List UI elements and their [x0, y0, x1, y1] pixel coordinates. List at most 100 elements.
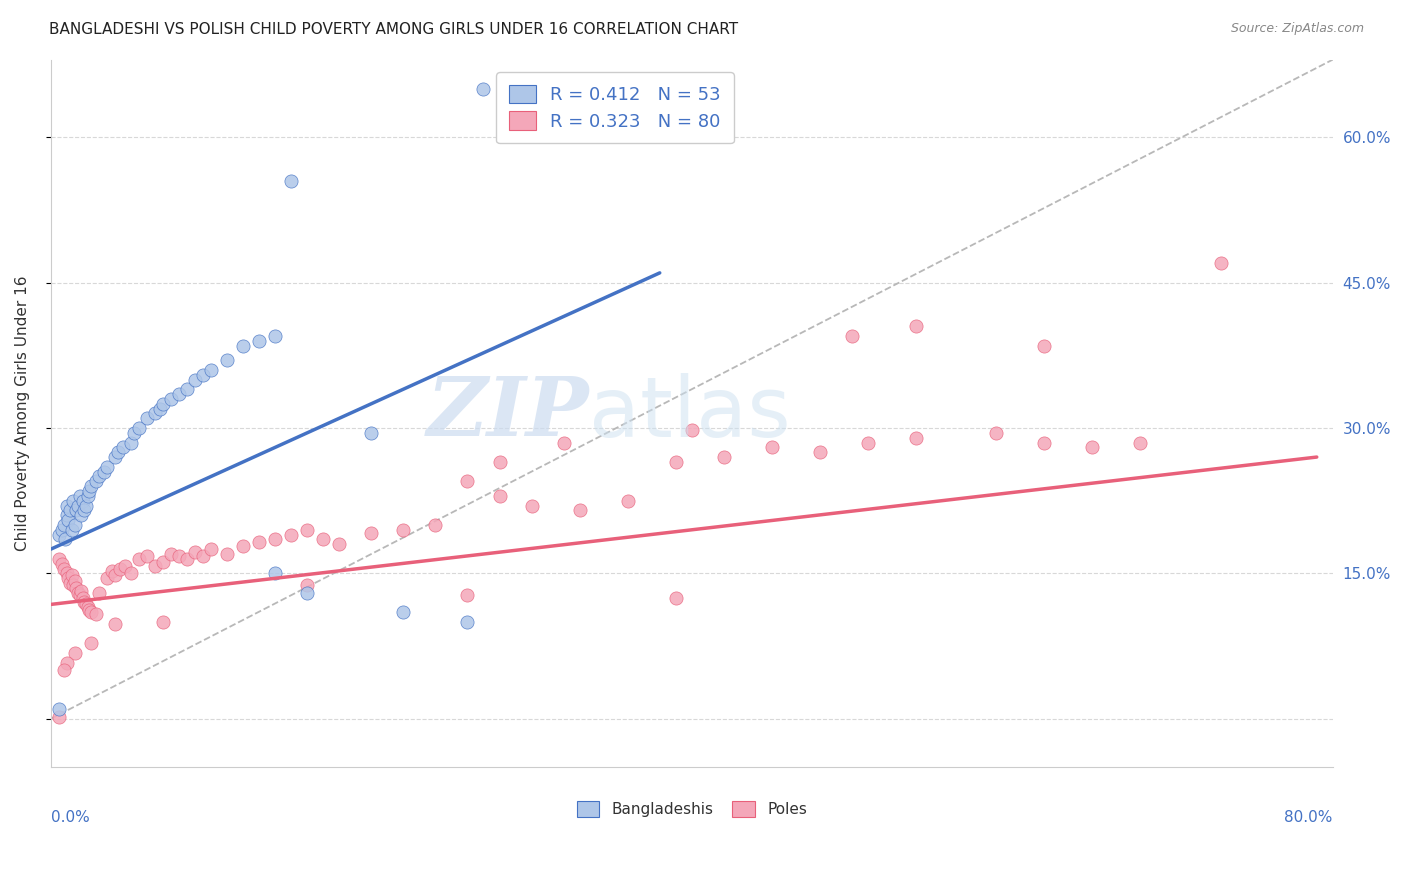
Point: [184, 545, 207, 559]
Point: [184, 372, 207, 386]
Point: [681, 423, 703, 437]
Point: [217, 547, 239, 561]
Point: [120, 566, 142, 581]
Point: [247, 535, 270, 549]
Point: [520, 499, 543, 513]
Point: [297, 586, 319, 600]
Point: [280, 527, 302, 541]
Point: [80, 479, 103, 493]
Point: [176, 382, 198, 396]
Point: [80, 636, 103, 650]
Point: [104, 450, 127, 464]
Text: 80.0%: 80.0%: [1285, 810, 1333, 825]
Point: [191, 549, 214, 563]
Point: [488, 489, 510, 503]
Point: [96, 459, 118, 474]
Point: [456, 588, 478, 602]
Point: [616, 493, 638, 508]
Point: [51, 557, 73, 571]
Point: [1033, 435, 1056, 450]
Point: [120, 435, 142, 450]
Point: [52, 663, 75, 677]
Point: [232, 338, 254, 352]
Y-axis label: Child Poverty Among Girls Under 16: Child Poverty Among Girls Under 16: [15, 276, 30, 551]
Point: [1209, 256, 1232, 270]
Point: [425, 517, 447, 532]
Point: [665, 591, 688, 605]
Point: [200, 363, 222, 377]
Point: [63, 574, 86, 589]
Text: BANGLADESHI VS POLISH CHILD POVERTY AMONG GIRLS UNDER 16 CORRELATION CHART: BANGLADESHI VS POLISH CHILD POVERTY AMON…: [49, 22, 738, 37]
Point: [392, 605, 415, 619]
Point: [65, 503, 87, 517]
Point: [328, 537, 350, 551]
Point: [264, 566, 287, 581]
Point: [856, 435, 879, 450]
Point: [53, 533, 76, 547]
Point: [114, 558, 136, 573]
Point: [62, 493, 84, 508]
Point: [280, 174, 302, 188]
Point: [152, 555, 174, 569]
Point: [488, 455, 510, 469]
Point: [264, 329, 287, 343]
Point: [56, 499, 79, 513]
Point: [48, 552, 70, 566]
Point: [58, 571, 80, 585]
Point: [56, 656, 79, 670]
Point: [905, 431, 928, 445]
Point: [60, 568, 83, 582]
Point: [152, 615, 174, 629]
Point: [111, 441, 134, 455]
Point: [76, 489, 98, 503]
Text: 0.0%: 0.0%: [51, 810, 90, 825]
Point: [48, 527, 70, 541]
Point: [59, 503, 82, 517]
Point: [143, 406, 166, 420]
Point: [200, 542, 222, 557]
Point: [67, 499, 90, 513]
Point: [56, 508, 79, 523]
Point: [75, 499, 97, 513]
Point: [76, 600, 98, 615]
Point: [312, 533, 335, 547]
Point: [1081, 441, 1104, 455]
Point: [217, 353, 239, 368]
Point: [191, 368, 214, 382]
Text: Source: ZipAtlas.com: Source: ZipAtlas.com: [1230, 22, 1364, 36]
Point: [84, 607, 107, 621]
Point: [72, 591, 94, 605]
Point: [143, 558, 166, 573]
Point: [392, 523, 415, 537]
Point: [87, 586, 110, 600]
Point: [93, 465, 115, 479]
Point: [70, 583, 93, 598]
Point: [79, 483, 101, 498]
Point: [247, 334, 270, 348]
Point: [107, 445, 129, 459]
Point: [75, 598, 97, 612]
Point: [1033, 338, 1056, 352]
Point: [63, 646, 86, 660]
Point: [51, 523, 73, 537]
Point: [73, 503, 96, 517]
Point: [136, 549, 159, 563]
Text: ZIP: ZIP: [426, 374, 589, 453]
Point: [713, 450, 735, 464]
Point: [108, 561, 131, 575]
Point: [808, 445, 831, 459]
Legend: Bangladeshis, Poles: Bangladeshis, Poles: [571, 795, 813, 823]
Point: [568, 503, 591, 517]
Point: [69, 489, 91, 503]
Point: [128, 421, 150, 435]
Point: [87, 469, 110, 483]
Point: [128, 552, 150, 566]
Point: [1129, 435, 1152, 450]
Point: [665, 455, 688, 469]
Point: [297, 523, 319, 537]
Point: [841, 329, 863, 343]
Point: [96, 571, 118, 585]
Point: [149, 401, 172, 416]
Point: [65, 581, 87, 595]
Point: [553, 435, 575, 450]
